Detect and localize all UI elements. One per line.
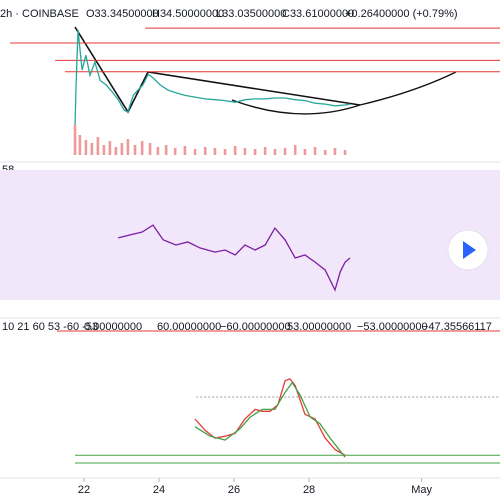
x-tick-label: 22 [78, 484, 90, 496]
series-line [194, 381, 346, 458]
volume-bar [183, 146, 187, 155]
volume-bar [343, 150, 347, 155]
play-button[interactable] [447, 229, 489, 271]
trend-line [74, 26, 361, 114]
ohlc-value: +0.26400000 (+0.79%) [345, 8, 458, 20]
volume-bar [84, 140, 88, 155]
volume-bar [313, 147, 317, 155]
indicator-value: 0.00000000 [84, 321, 142, 333]
indicator-value: −53.00000000 [357, 321, 428, 333]
volume-bar [253, 149, 257, 155]
indicator-value: −47.35566117 [422, 321, 492, 333]
volume-bar [90, 143, 94, 155]
series-line [118, 224, 351, 292]
volume-bar [333, 148, 337, 155]
x-tick-label: May [411, 484, 432, 496]
play-icon[interactable] [463, 241, 476, 259]
volume-bar [78, 135, 82, 155]
volume-bar [243, 148, 247, 155]
rsi-band [0, 170, 500, 300]
volume-bar [283, 148, 287, 155]
volume-bar [173, 148, 177, 155]
volume-bar [213, 148, 217, 155]
volume-bar [223, 149, 227, 155]
volume-bar [203, 147, 207, 155]
volume-bar [96, 137, 100, 155]
volume-bar [323, 150, 327, 155]
volume-bar [293, 145, 297, 155]
volume-bar [233, 146, 237, 155]
volume-bar [108, 141, 112, 155]
volume-bar [193, 149, 197, 155]
volume-bar [73, 125, 77, 155]
indicator-value: 53.00000000 [287, 321, 351, 333]
volume-bar [126, 139, 130, 155]
volume-bar [114, 147, 118, 155]
series-line [74, 29, 351, 126]
volume-bar [156, 147, 160, 155]
indicator-value: 60.00000000 [157, 321, 221, 333]
volume-bar [120, 143, 124, 155]
ohlc-value: H34.50000000 [152, 8, 224, 20]
volume-bar [303, 149, 307, 155]
volume-bar [263, 147, 267, 155]
x-tick-label: 26 [228, 484, 240, 496]
indicator-title: 10 21 60 53 -60 -53 [2, 321, 98, 333]
volume-bar [148, 143, 152, 155]
indicator-value: −60.00000000 [220, 321, 291, 333]
chart-title: 2h · COINBASE [0, 8, 79, 20]
ohlc-value: L33.03500000 [216, 8, 286, 20]
volume-bar [133, 145, 137, 155]
volume-bar [102, 145, 106, 155]
volume-bar [164, 145, 168, 155]
ohlc-value: C33.61000000 [282, 8, 354, 20]
volume-bar [140, 141, 144, 155]
ohlc-value: O33.34500000 [86, 8, 159, 20]
cup-curve [231, 71, 457, 115]
x-tick-label: 24 [153, 484, 165, 496]
volume-bar [273, 149, 277, 155]
x-tick-label: 28 [303, 484, 315, 496]
